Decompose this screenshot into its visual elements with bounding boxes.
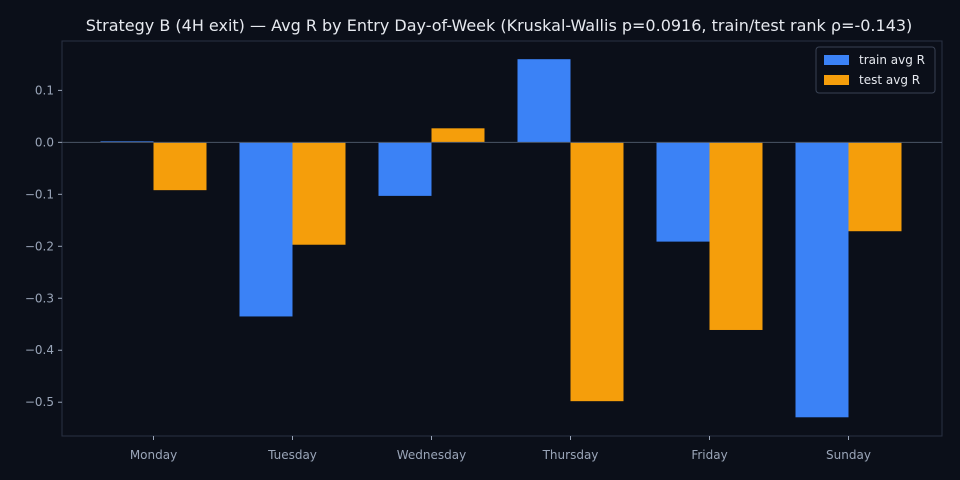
bar-train-thursday xyxy=(517,59,571,143)
y-axis: 0.1 0.0 −0.1 −0.2 −0.3 −0.4 −0.5 xyxy=(25,83,62,409)
x-tick-label-friday: Friday xyxy=(691,448,727,462)
bar-train-sunday xyxy=(795,142,849,418)
bar-test-wednesday xyxy=(431,128,485,143)
y-tick-label: −0.4 xyxy=(25,343,54,357)
bar-train-wednesday xyxy=(378,142,432,196)
x-tick-label-monday: Monday xyxy=(130,448,177,462)
y-tick-label: −0.1 xyxy=(25,187,54,201)
legend-label-train: train avg R xyxy=(859,53,925,67)
bar-test-monday xyxy=(153,142,207,191)
x-tick-label-wednesday: Wednesday xyxy=(397,448,466,462)
bar-test-sunday xyxy=(848,142,902,232)
y-tick-label: −0.2 xyxy=(25,239,54,253)
x-tick-label-sunday: Sunday xyxy=(826,448,871,462)
bar-train-tuesday xyxy=(239,142,293,317)
plot-area-frame xyxy=(61,40,943,437)
x-tick-label-tuesday: Tuesday xyxy=(267,448,317,462)
legend-swatch-test xyxy=(824,75,849,85)
legend-label-test: test avg R xyxy=(859,73,920,87)
y-tick-label: 0.0 xyxy=(35,135,54,149)
y-tick-label: −0.5 xyxy=(25,395,54,409)
y-tick-label: −0.3 xyxy=(25,291,54,305)
chart-title: Strategy B (4H exit) — Avg R by Entry Da… xyxy=(86,16,913,35)
bar-test-tuesday xyxy=(292,142,346,245)
y-tick-label: 0.1 xyxy=(35,83,54,97)
x-axis: Monday Tuesday Wednesday Thursday Friday Sund… xyxy=(130,436,871,462)
x-tick-label-thursday: Thursday xyxy=(542,448,599,462)
legend: train avg R test avg R xyxy=(815,46,936,94)
bar-test-thursday xyxy=(570,142,624,402)
bar-train-friday xyxy=(656,142,710,242)
bar-train-monday xyxy=(100,141,154,143)
legend-swatch-train xyxy=(824,55,849,65)
bar-test-friday xyxy=(709,142,763,330)
bars-layer xyxy=(100,59,902,418)
